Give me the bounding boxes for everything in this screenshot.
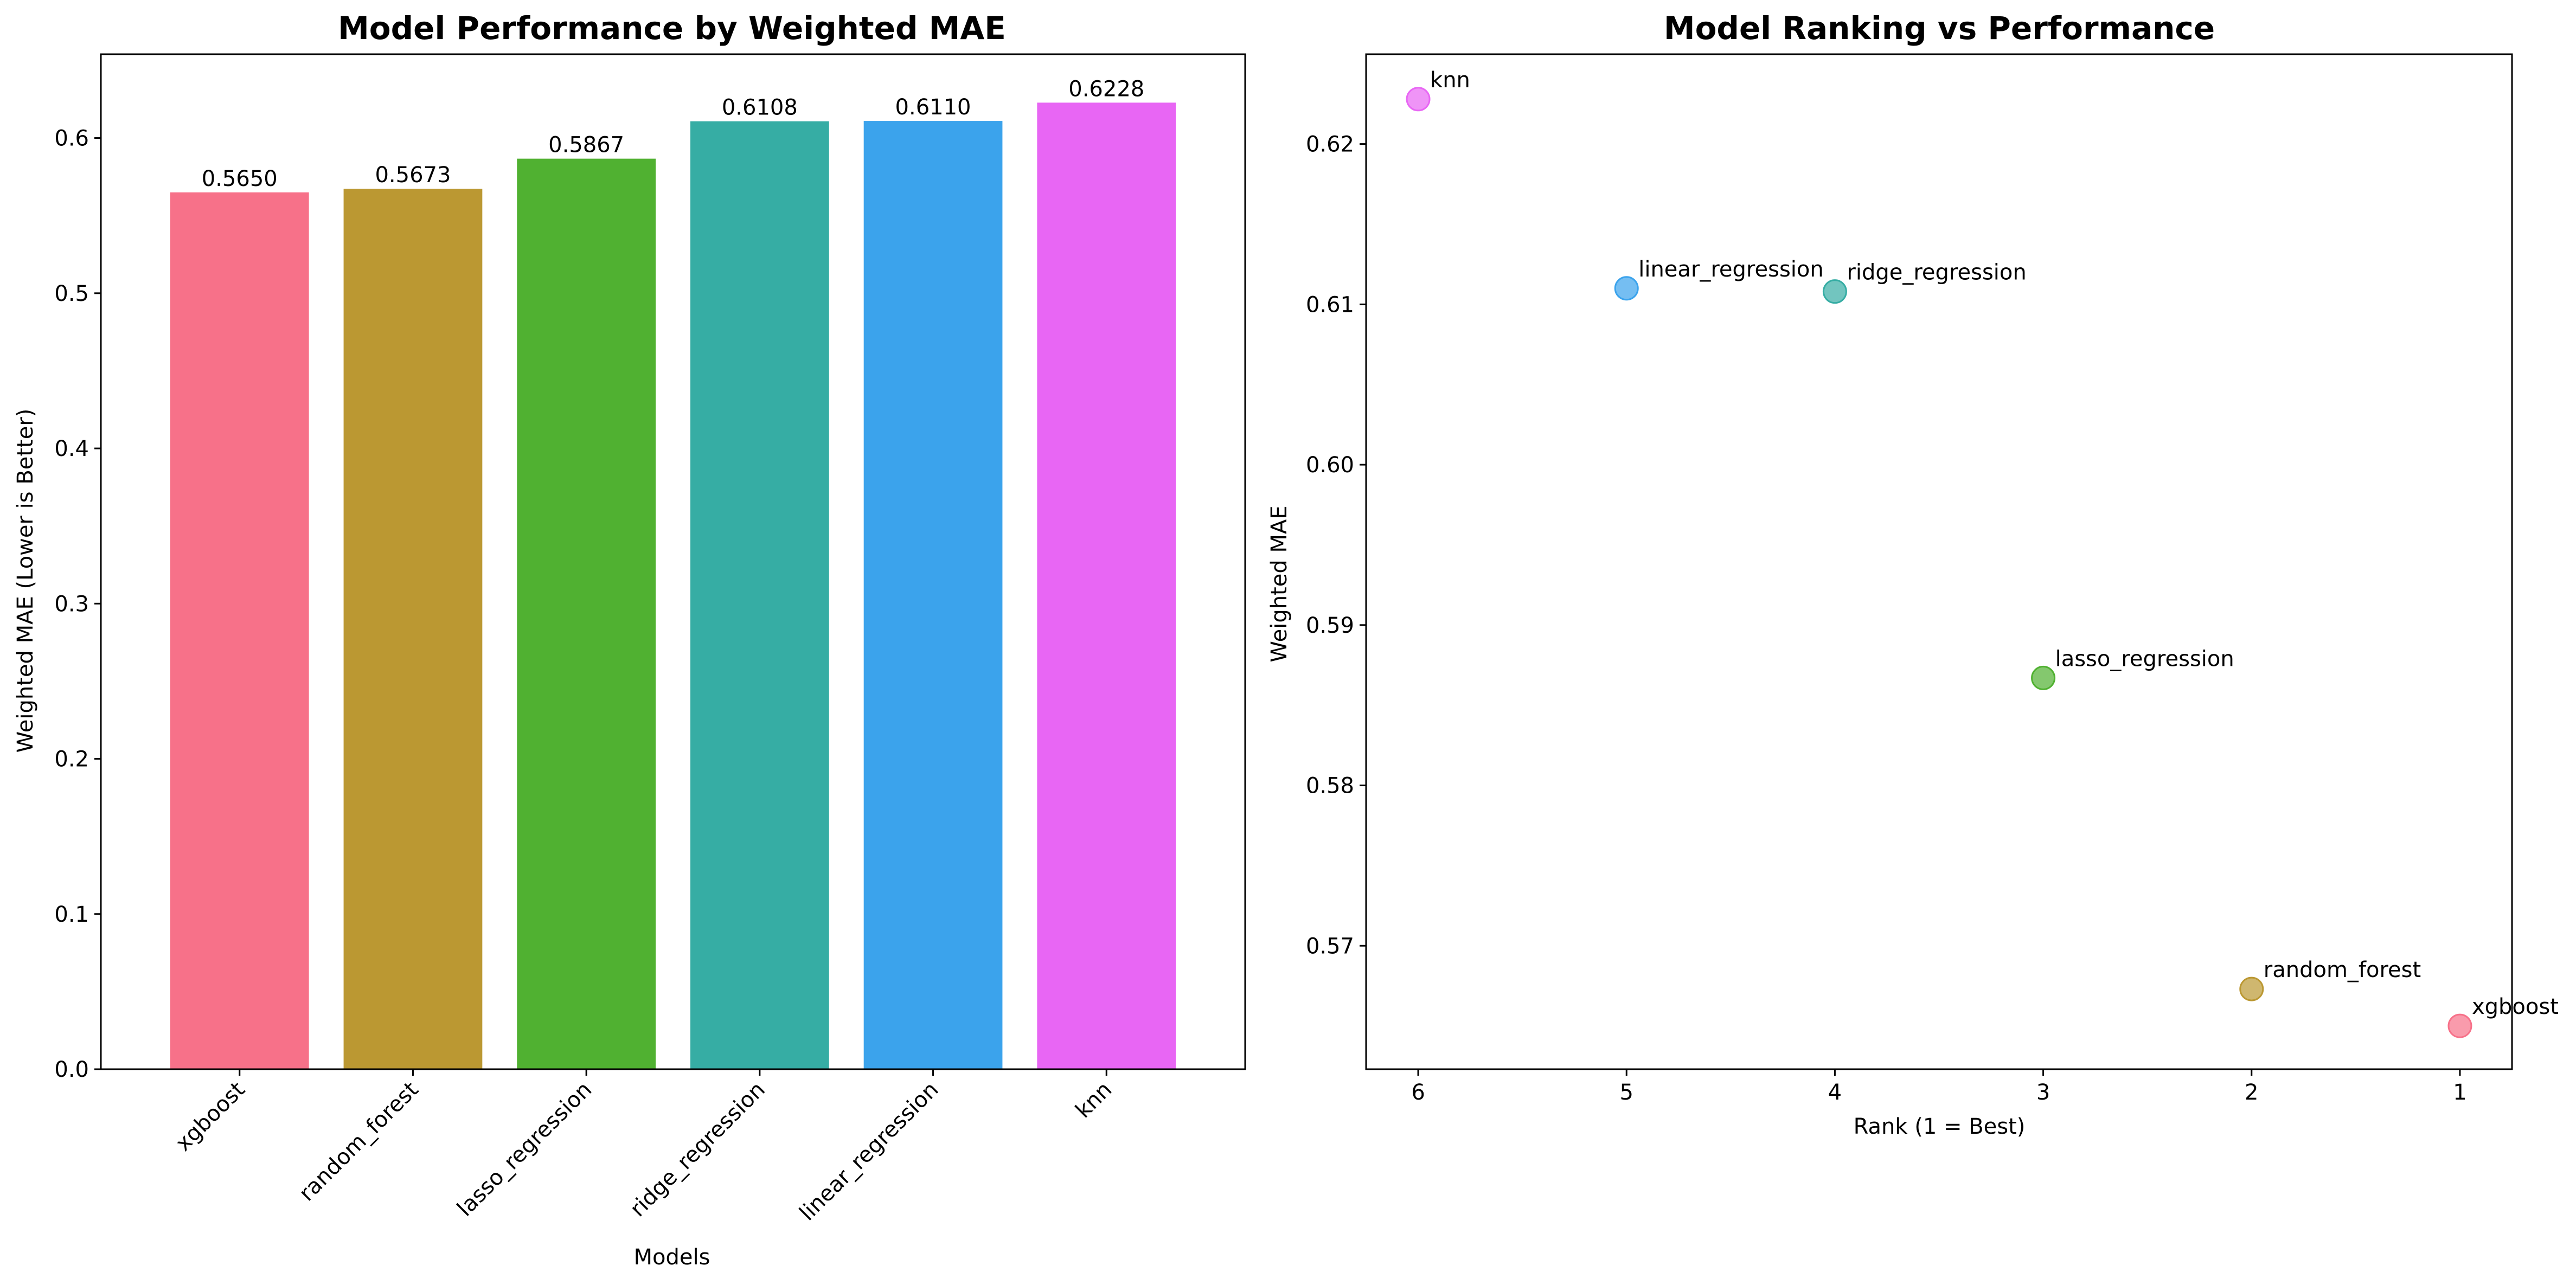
bar-knn — [1037, 102, 1176, 1070]
x-tick-label-lasso_regression: lasso_regression — [452, 1077, 597, 1222]
y-tick-label-0.6: 0.6 — [54, 126, 89, 151]
x-tick-label-1: 1 — [2453, 1080, 2466, 1105]
point-xgboost — [2447, 1013, 2472, 1038]
x-tick-label-3: 3 — [2036, 1080, 2050, 1105]
point-label-random_forest: random_forest — [2264, 958, 2421, 982]
x-tick-label-xgboost: xgboost — [171, 1077, 250, 1156]
scatter-plot-area: 6 5 4 3 2 1 0.57 0.58 0.59 0.60 0.61 0.62 knn linear_… — [1306, 53, 2559, 1105]
data-label-random_forest: 0.5673 — [375, 163, 451, 188]
point-label-linear_regression: linear_regression — [1638, 257, 1824, 282]
bar-ridge_regression — [690, 121, 829, 1070]
bar-chart-xlabel: Models — [634, 1245, 710, 1270]
point-lasso_regression — [2031, 665, 2056, 690]
x-tick-label-linear_regression: linear_regression — [795, 1077, 944, 1226]
point-knn — [1406, 87, 1431, 112]
bar-xgboost — [170, 192, 309, 1069]
point-linear_regression — [1614, 276, 1639, 301]
data-label-ridge_regression: 0.6108 — [722, 95, 798, 120]
bar-chart-panel: Model Performance by Weighted MAE 0.5650… — [13, 10, 1246, 1270]
y-tick-label-0.57: 0.57 — [1306, 934, 1354, 959]
data-label-knn: 0.6228 — [1068, 76, 1144, 101]
point-random_forest — [2239, 976, 2264, 1001]
x-tick-label-ridge_regression: ridge_regression — [625, 1077, 770, 1222]
y-tick-label-0.0: 0.0 — [54, 1057, 89, 1082]
bar-linear_regression — [863, 121, 1003, 1070]
bar-lasso_regression — [517, 158, 656, 1069]
data-label-linear_regression: 0.6110 — [895, 95, 971, 120]
y-tick-label-0.4: 0.4 — [54, 436, 89, 461]
point-label-lasso_regression: lasso_regression — [2055, 646, 2234, 671]
bar-plot-frame — [100, 53, 1246, 1070]
bar-random_forest — [343, 189, 483, 1069]
x-tick-label-random_forest: random_forest — [294, 1077, 424, 1206]
point-label-xgboost: xgboost — [2472, 994, 2559, 1019]
scatter-chart-xlabel: Rank (1 = Best) — [1854, 1114, 2026, 1139]
y-tick-label-0.60: 0.60 — [1306, 453, 1354, 478]
bar-chart-ylabel: Weighted MAE (Lower is Better) — [13, 409, 38, 753]
bar-plot-area: 0.5650 xgboost 0.5673 random_forest 0.5867 la… — [54, 53, 1246, 1226]
x-tick-label-knn: knn — [1071, 1077, 1117, 1123]
y-tick-label-0.61: 0.61 — [1306, 292, 1354, 317]
x-tick-label-6: 6 — [1411, 1080, 1425, 1105]
x-tick-label-2: 2 — [2245, 1080, 2258, 1105]
data-label-lasso_regression: 0.5867 — [548, 133, 624, 158]
scatter-chart-ylabel: Weighted MAE — [1267, 505, 1292, 662]
scatter-chart-panel: Model Ranking vs Performance 6 5 4 3 2 1 0.57 0… — [1267, 10, 2559, 1139]
x-tick-label-5: 5 — [1620, 1080, 1633, 1105]
y-tick-label-0.2: 0.2 — [54, 747, 89, 772]
scatter-plot-frame — [1365, 53, 2513, 1070]
y-tick-label-0.59: 0.59 — [1306, 613, 1354, 638]
point-label-ridge_regression: ridge_regression — [1847, 260, 2026, 285]
data-label-xgboost: 0.5650 — [202, 166, 278, 191]
y-tick-label-0.5: 0.5 — [54, 281, 89, 306]
y-tick-label-0.1: 0.1 — [54, 902, 89, 927]
x-tick-label-4: 4 — [1828, 1080, 1842, 1105]
point-label-knn: knn — [1430, 68, 1470, 93]
y-tick-label-0.3: 0.3 — [54, 592, 89, 616]
scatter-chart-title: Model Ranking vs Performance — [1664, 10, 2215, 47]
bar-chart-title: Model Performance by Weighted MAE — [338, 10, 1006, 47]
y-tick-label-0.58: 0.58 — [1306, 774, 1354, 799]
point-ridge_regression — [1822, 279, 1847, 304]
y-tick-label-0.62: 0.62 — [1306, 132, 1354, 157]
